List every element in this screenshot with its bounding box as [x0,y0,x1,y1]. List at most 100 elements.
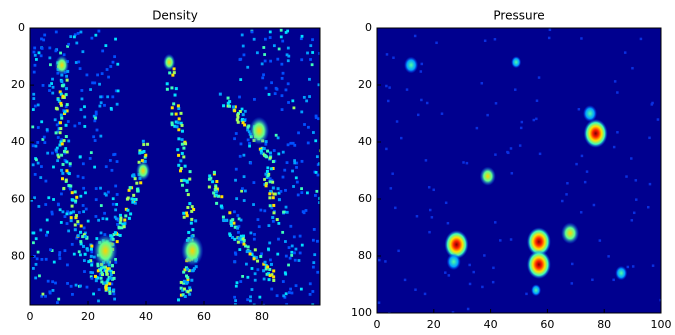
speckle [81,204,85,207]
speckle [243,123,247,127]
speckle [249,161,253,165]
speckle [115,160,119,163]
speckle [65,169,69,173]
speckle [242,175,246,179]
speckle [414,288,417,291]
speckle [107,276,111,280]
speckle [40,47,44,50]
chart-title: Density [152,9,198,23]
speckle [233,295,236,299]
speckle [580,37,583,40]
speckle [34,276,38,280]
speckle [103,281,107,285]
speckle [45,128,49,132]
speckle [187,269,191,273]
speckle [36,126,40,129]
speckle [49,248,52,252]
speckle [656,118,660,121]
speckle [105,272,109,276]
speckle [650,103,654,106]
speckle [207,185,211,189]
speckle [377,301,381,304]
speckle [263,178,266,181]
speckle [235,197,239,201]
speckle [95,128,99,132]
speckle [49,63,52,67]
speckle [388,86,391,89]
speckle [96,73,99,77]
speckle [238,248,242,251]
speckle [440,112,444,115]
speckle [177,107,181,111]
speckle [180,129,184,133]
speckle [75,236,79,240]
speckle [61,171,65,175]
speckle [240,118,244,122]
speckle [238,238,242,242]
speckle [114,208,118,212]
speckle [105,217,109,221]
speckle [255,51,259,55]
speckle [289,141,293,145]
speckle [306,191,309,195]
speckle [183,295,187,299]
speckle [94,112,98,116]
x-tick-label: 60 [197,310,211,323]
speckle [90,260,94,264]
speckle [388,311,391,313]
x-tick-label: 20 [427,318,441,331]
speckle [277,198,281,202]
speckle [385,84,388,88]
speckle [36,103,40,107]
speckle [52,165,55,169]
x-tick-label: 60 [540,318,554,331]
speckle [268,274,272,278]
hotspot [136,160,151,181]
speckle [260,62,264,66]
speckle [132,193,136,197]
speckle [170,121,174,125]
speckle [51,91,55,95]
speckle [287,101,290,104]
speckle [265,176,269,179]
axes-frame [29,27,321,306]
speckle [97,29,101,33]
speckle [236,115,240,119]
speckle [311,38,314,42]
speckle [263,53,267,56]
speckle [115,203,119,206]
speckle [41,292,45,296]
speckle [659,298,661,302]
speckle [89,88,92,91]
speckle [70,242,74,246]
speckle [40,294,44,298]
speckle [73,190,77,194]
speckle [267,224,271,227]
speckle [264,267,268,271]
speckle [113,231,117,235]
speckle [248,252,252,256]
speckle [62,139,66,143]
speckle [142,149,146,153]
speckle [634,179,638,182]
speckle [518,144,522,147]
speckle [138,151,142,155]
speckle [285,161,289,165]
speckle [192,208,196,212]
speckle [306,51,309,55]
speckle [462,161,465,164]
speckle [177,163,181,167]
speckle [180,142,184,146]
speckle [237,217,241,221]
speckle [119,218,123,222]
speckle [613,80,617,83]
speckle [378,258,381,262]
speckle [267,247,270,251]
speckle [240,237,244,241]
speckle [84,231,87,235]
speckle [41,84,45,87]
speckle [243,119,247,123]
speckle [55,150,58,154]
speckle [212,172,216,176]
speckle [275,294,279,298]
